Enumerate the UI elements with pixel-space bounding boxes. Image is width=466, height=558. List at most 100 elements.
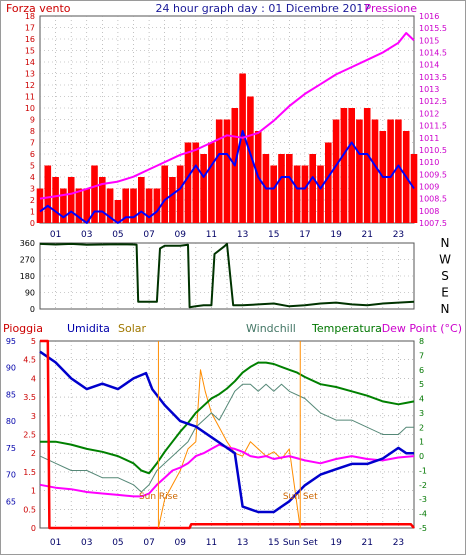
- x-tick-sunset: Sun Set: [283, 538, 318, 548]
- gust-bar: [325, 142, 332, 223]
- x-tick-label: 01: [50, 538, 61, 548]
- chart2-series: [39, 242, 415, 309]
- gust-bar: [200, 154, 207, 223]
- gust-bar: [192, 142, 200, 223]
- x-tick-label: 11: [206, 230, 217, 240]
- x-tick-label: 05: [112, 230, 123, 240]
- x-tick-label: 13: [237, 230, 248, 240]
- windchill-line: [39, 383, 414, 493]
- y-tick-label: 1015: [419, 36, 439, 45]
- gust-bar: [356, 119, 363, 223]
- rain-line: [40, 339, 415, 530]
- gust-bar: [340, 108, 348, 223]
- gust-bar: [293, 165, 301, 223]
- chart3-rain-ticks: 0 0.5 1 1.5 2 2.5 3 3.5 4 4.5 5: [23, 337, 36, 533]
- humidity-line: [39, 350, 414, 514]
- y-tick-label: 16: [25, 35, 35, 44]
- y-tick-label: 12: [25, 81, 35, 90]
- chart2-left-ticks: 0 90 180 270 360: [20, 239, 35, 314]
- y-tick-label: 1010.5: [419, 146, 447, 155]
- gust-bar: [348, 108, 355, 223]
- gust-bar: [223, 119, 231, 223]
- gust-bar: [99, 177, 106, 223]
- x-tick-label: 09: [175, 230, 187, 240]
- gust-bar: [270, 165, 277, 223]
- gust-bar: [169, 177, 176, 223]
- compass-label: N: [441, 236, 450, 250]
- y-tick-label: 0.5: [23, 505, 36, 514]
- y-tick-label: 0: [30, 219, 35, 228]
- y-tick-label: 2.5: [23, 431, 36, 440]
- y-tick-label: 8: [419, 337, 424, 346]
- sunset-label: Sun Set: [283, 492, 318, 502]
- gust-bar: [184, 142, 192, 223]
- y-tick-label: -2: [419, 481, 427, 490]
- chart1-series: [36, 32, 418, 224]
- compass-label: E: [441, 286, 449, 300]
- chart3-windchill-label: Windchill: [246, 322, 296, 335]
- y-tick-label: 5: [31, 337, 36, 346]
- pressure-line: [39, 32, 415, 200]
- chart3-rain-label: Pioggia: [3, 322, 43, 335]
- y-tick-label: 1008.5: [419, 195, 447, 204]
- gust-bar: [36, 188, 44, 223]
- sunrise-label: Sun Rise: [139, 492, 178, 502]
- gust-bar: [122, 188, 129, 223]
- y-tick-label: 4: [31, 374, 36, 383]
- y-tick-label: -5: [419, 524, 427, 533]
- y-tick-label: 1011: [419, 134, 439, 143]
- y-tick-label: 17: [25, 24, 35, 33]
- x-tick-label: 15: [268, 538, 279, 548]
- chart3-temperature-label: Temperatura: [311, 322, 382, 335]
- y-tick-label: 6: [419, 366, 424, 375]
- y-tick-label: 11: [25, 93, 35, 102]
- y-tick-label: 1015.5: [419, 24, 447, 33]
- gust-bar: [91, 165, 98, 223]
- chart3-humidity-ticks: 65 70 75 80 85 90 95: [6, 337, 16, 506]
- chart3-humidity-label: Umidita: [67, 322, 110, 335]
- x-tick-label: 21: [362, 538, 373, 548]
- gust-bar: [75, 188, 83, 223]
- x-tick-label: 21: [362, 230, 373, 240]
- y-tick-label: 4: [419, 395, 424, 404]
- y-tick-label: 0: [31, 524, 36, 533]
- compass-label: W: [439, 253, 451, 267]
- y-tick-label: 7: [30, 139, 35, 148]
- x-tick-label: 03: [81, 538, 92, 548]
- y-tick-label: 95: [6, 337, 16, 346]
- gust-bar: [301, 165, 309, 223]
- gust-bar: [161, 165, 168, 223]
- gust-bar: [83, 188, 90, 223]
- x-tick-label: 11: [206, 538, 217, 548]
- y-tick-label: 80: [6, 417, 16, 426]
- x-tick-label: 05: [112, 538, 123, 548]
- y-tick-label: 14: [25, 58, 35, 67]
- y-tick-label: 360: [20, 239, 35, 248]
- gust-bar: [176, 165, 184, 223]
- y-tick-label: 4.5: [23, 356, 36, 365]
- gust-bar: [278, 154, 285, 223]
- chart3-dewpoint-label: Dew Point (°C): [382, 322, 462, 335]
- y-tick-label: 1012.5: [419, 97, 447, 106]
- y-tick-label: 1: [31, 487, 36, 496]
- y-tick-label: -1: [419, 466, 427, 475]
- gust-bar: [239, 73, 246, 223]
- y-tick-label: 180: [20, 272, 35, 281]
- x-tick-label: 23: [393, 538, 404, 548]
- y-tick-label: 1014.5: [419, 49, 447, 58]
- x-tick-label: 09: [175, 538, 187, 548]
- y-tick-label: 1008: [419, 207, 439, 216]
- x-tick-label: 07: [143, 538, 154, 548]
- compass-label: N: [441, 302, 450, 316]
- y-tick-label: -3: [419, 495, 427, 504]
- y-tick-label: 1009.5: [419, 170, 447, 179]
- y-tick-label: 4: [30, 173, 35, 182]
- y-tick-label: 0: [419, 452, 424, 461]
- gust-bar: [363, 108, 371, 223]
- chart3-series: [39, 339, 415, 530]
- y-tick-label: 0: [30, 305, 35, 314]
- gust-bar: [371, 119, 379, 223]
- chart1-right-ticks: 1007.5 1008 1008.5 1009 1009.5 1010 1010.5 1011…: [419, 12, 447, 228]
- gust-bar: [387, 119, 394, 223]
